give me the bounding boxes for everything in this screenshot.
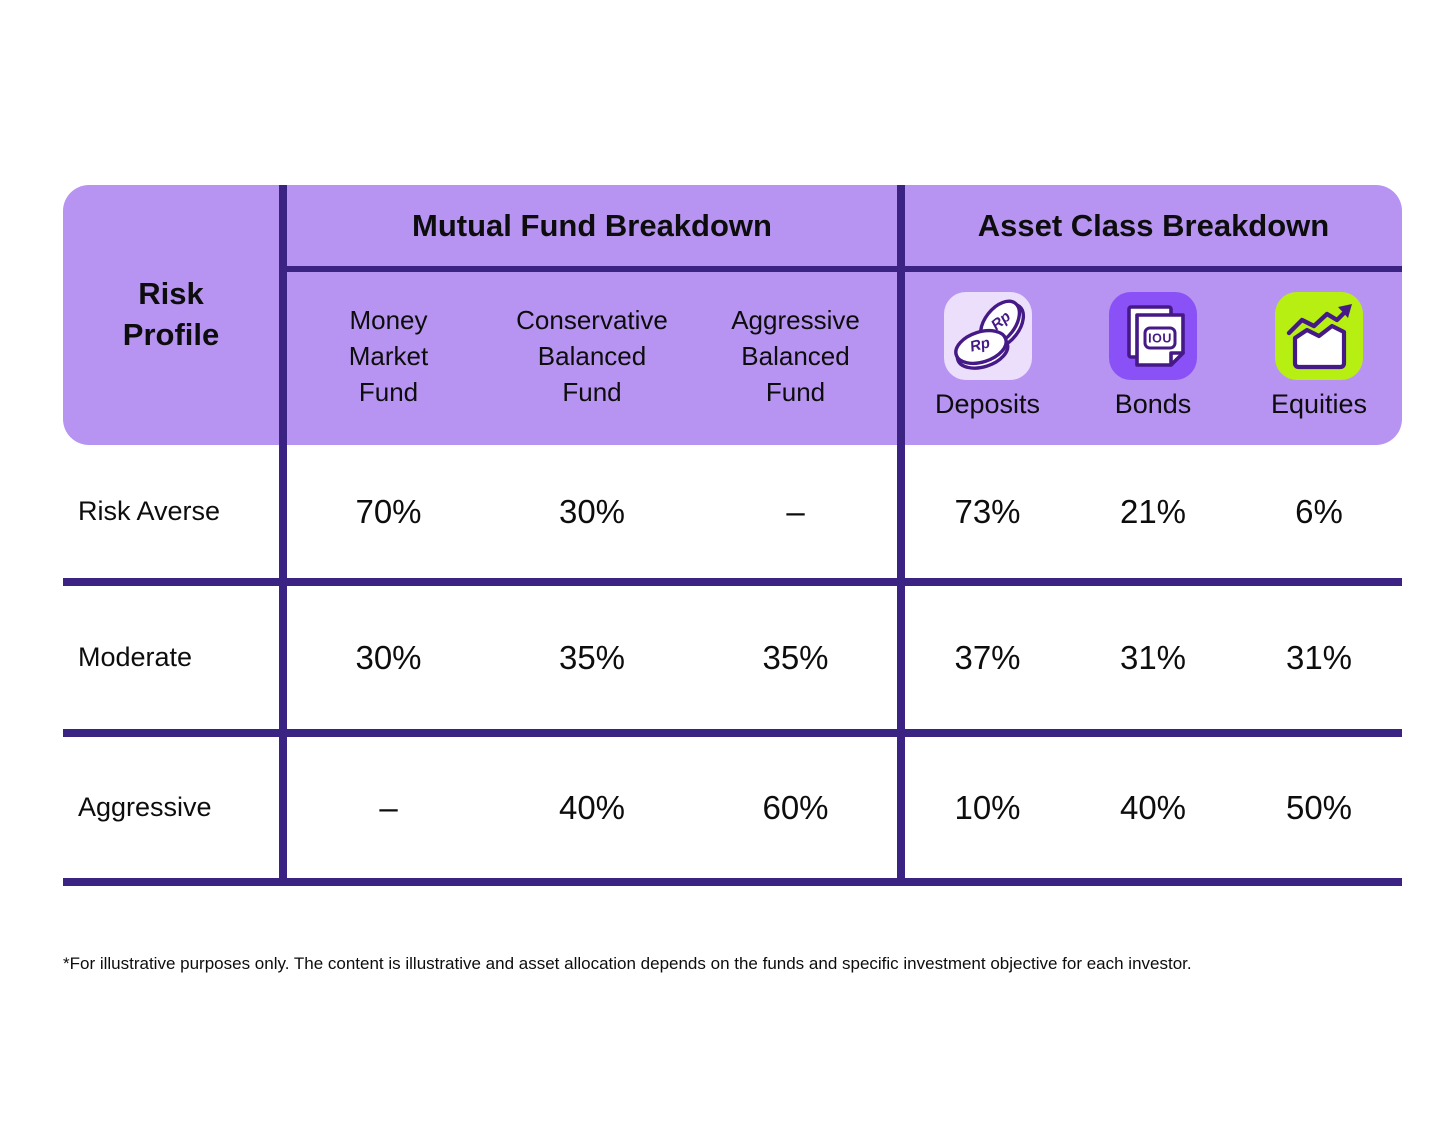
growth-chart-svg xyxy=(1286,303,1352,369)
fund-column-headers: Money Market Fund Conservative Balanced … xyxy=(287,272,897,439)
cell-deposits: 37% xyxy=(954,638,1021,676)
deposits-label: Deposits xyxy=(934,388,1041,419)
asset-column-headers: Rp Rp Deposits IOU xyxy=(905,272,1402,439)
conservative-balanced-fund-label: Conservative Balanced Fund xyxy=(516,304,668,407)
column-header-aggressive-balanced-fund: Aggressive Balanced Fund xyxy=(694,272,897,439)
row-separator-1 xyxy=(63,578,1402,586)
cell-deposits: 73% xyxy=(954,492,1021,530)
cell-money-market-fund: – xyxy=(379,788,398,826)
risk-profile-column-divider xyxy=(279,185,287,886)
column-header-bonds: IOU Bonds xyxy=(1070,272,1236,439)
risk-profile-header: Risk Profile xyxy=(63,185,279,445)
column-header-equities: Equities xyxy=(1236,272,1402,439)
row-label: Risk Averse xyxy=(78,496,221,526)
money-market-fund-label: Money Market Fund xyxy=(348,304,429,407)
iou-document-svg: IOU xyxy=(1127,304,1185,367)
risk-profile-header-label: Risk Profile xyxy=(122,276,220,352)
cell-aggressive-balanced-fund: 60% xyxy=(762,788,829,826)
equities-label: Equities xyxy=(1270,388,1368,419)
row-label: Aggressive xyxy=(78,792,212,822)
asset-class-group-label: Asset Class Breakdown xyxy=(977,207,1330,243)
rupiah-coins-svg: Rp Rp xyxy=(953,299,1025,370)
cell-conservative-balanced-fund: 35% xyxy=(558,638,626,676)
asset-class-group-header: Asset Class Breakdown xyxy=(905,185,1402,266)
mutual-fund-group-header: Mutual Fund Breakdown xyxy=(287,185,897,266)
mutual-fund-group-label: Mutual Fund Breakdown xyxy=(412,207,772,243)
table-row-moderate: Moderate 30% 35% 35% 37% 31% 31% xyxy=(63,586,1402,729)
column-header-deposits: Rp Rp Deposits xyxy=(905,272,1070,439)
cell-conservative-balanced-fund: 30% xyxy=(558,492,626,530)
growth-chart-icon xyxy=(1275,291,1363,380)
cell-equities: 50% xyxy=(1285,788,1353,826)
cell-bonds: 31% xyxy=(1119,638,1187,676)
cell-money-market-fund: 30% xyxy=(355,638,422,676)
column-header-conservative-balanced-fund: Conservative Balanced Fund xyxy=(490,272,694,439)
row-label: Moderate xyxy=(78,642,193,672)
iou-document-icon: IOU xyxy=(1109,291,1197,380)
footnote: *For illustrative purposes only. The con… xyxy=(63,954,1192,973)
cell-bonds: 21% xyxy=(1119,492,1187,530)
cell-money-market-fund: 70% xyxy=(355,492,422,530)
iou-text: IOU xyxy=(1148,331,1172,345)
cell-deposits: 10% xyxy=(954,788,1021,826)
bonds-label: Bonds xyxy=(1114,388,1192,419)
risk-allocation-table: Risk Profile Mutual Fund Breakdown Asset… xyxy=(63,185,1402,886)
cell-equities: 31% xyxy=(1285,638,1353,676)
column-header-money-market-fund: Money Market Fund xyxy=(287,272,490,439)
cell-aggressive-balanced-fund: 35% xyxy=(762,638,829,676)
bottom-coin-rp-text: Rp xyxy=(968,334,992,355)
row-separator-2 xyxy=(63,729,1402,737)
section-divider xyxy=(897,185,905,886)
cell-conservative-balanced-fund: 40% xyxy=(558,788,626,826)
cell-aggressive-balanced-fund: – xyxy=(786,492,805,530)
table-row-risk-averse: Risk Averse 70% 30% – 73% 21% 6% xyxy=(63,445,1402,578)
group-header-underline xyxy=(279,266,1402,272)
cell-bonds: 40% xyxy=(1119,788,1187,826)
cell-equities: 6% xyxy=(1295,492,1343,530)
rupiah-coins-icon: Rp Rp xyxy=(943,291,1032,380)
table-bottom-border xyxy=(63,878,1402,886)
table-row-aggressive: Aggressive – 40% 60% 10% 40% 50% xyxy=(63,737,1402,878)
aggressive-balanced-fund-label: Aggressive Balanced Fund xyxy=(731,304,860,407)
